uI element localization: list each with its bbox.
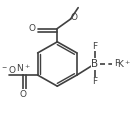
Text: K$^+$: K$^+$ — [118, 58, 131, 70]
Text: F: F — [92, 42, 97, 51]
Text: O: O — [28, 24, 35, 33]
Text: O: O — [20, 90, 27, 99]
Text: F: F — [114, 60, 119, 68]
Text: F: F — [92, 77, 97, 86]
Text: $^-$O: $^-$O — [0, 64, 16, 75]
Text: B: B — [91, 59, 98, 69]
Text: O: O — [71, 13, 78, 22]
Text: N$^+$: N$^+$ — [16, 62, 30, 74]
